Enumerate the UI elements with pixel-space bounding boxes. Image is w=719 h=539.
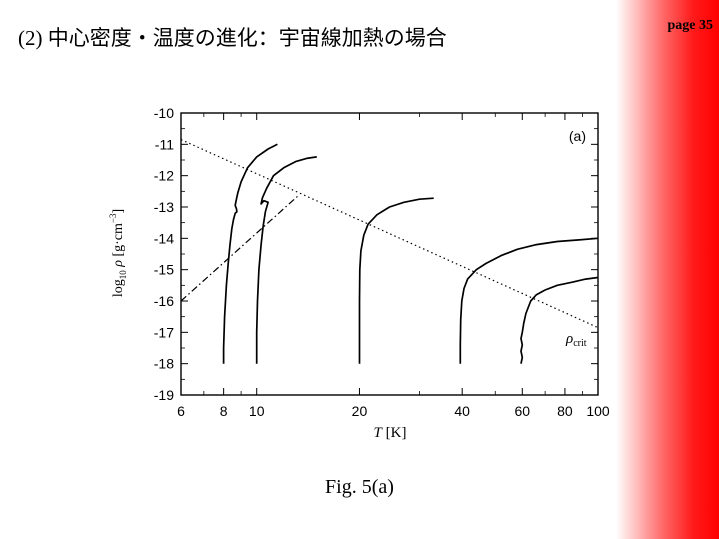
y-tick-label: -12 xyxy=(154,168,174,184)
x-tick-label: 8 xyxy=(220,403,228,419)
x-tick-label: 6 xyxy=(177,403,185,419)
y-tick-label: -18 xyxy=(154,356,174,372)
y-tick-label: -16 xyxy=(154,293,174,309)
chart-panel-label: (a) xyxy=(569,128,586,144)
x-tick-label: 80 xyxy=(557,403,573,419)
y-tick-label: -11 xyxy=(155,136,174,152)
y-tick-label: -14 xyxy=(154,230,174,246)
series-solid-2 xyxy=(222,143,278,364)
series-solid-6 xyxy=(520,276,599,364)
y-tick-label: -15 xyxy=(154,262,174,278)
x-tick-label: 60 xyxy=(514,403,530,419)
x-tick-label: 10 xyxy=(249,403,265,419)
y-tick-label: -10 xyxy=(154,105,174,121)
series-dotted-0 xyxy=(180,139,599,329)
series-solid-3 xyxy=(255,156,317,364)
x-tick-label: 100 xyxy=(586,403,610,419)
figure-caption: Fig. 5(a) xyxy=(325,476,394,498)
y-tick-label: -13 xyxy=(154,199,174,215)
x-tick-label: 20 xyxy=(352,403,368,419)
y-tick-label: -17 xyxy=(154,324,174,340)
series-solid-4 xyxy=(358,197,434,364)
slide-title: (2) 中心密度・温度の進化：宇宙線加熱の場合 xyxy=(18,26,447,50)
x-tick-label: 40 xyxy=(454,403,470,419)
series-dashdot-1 xyxy=(180,195,299,302)
y-tick-label: -19 xyxy=(154,387,174,403)
y-axis-label: log10 ρ [g·cm−3] xyxy=(108,209,128,297)
x-axis-label: T [K] xyxy=(374,425,407,441)
decorative-red-band xyxy=(616,0,719,539)
rho-crit-label: ρcrit xyxy=(565,331,587,349)
series-solid-5 xyxy=(459,237,599,364)
plot-frame xyxy=(180,112,599,396)
page-number: page 35 xyxy=(667,18,714,33)
